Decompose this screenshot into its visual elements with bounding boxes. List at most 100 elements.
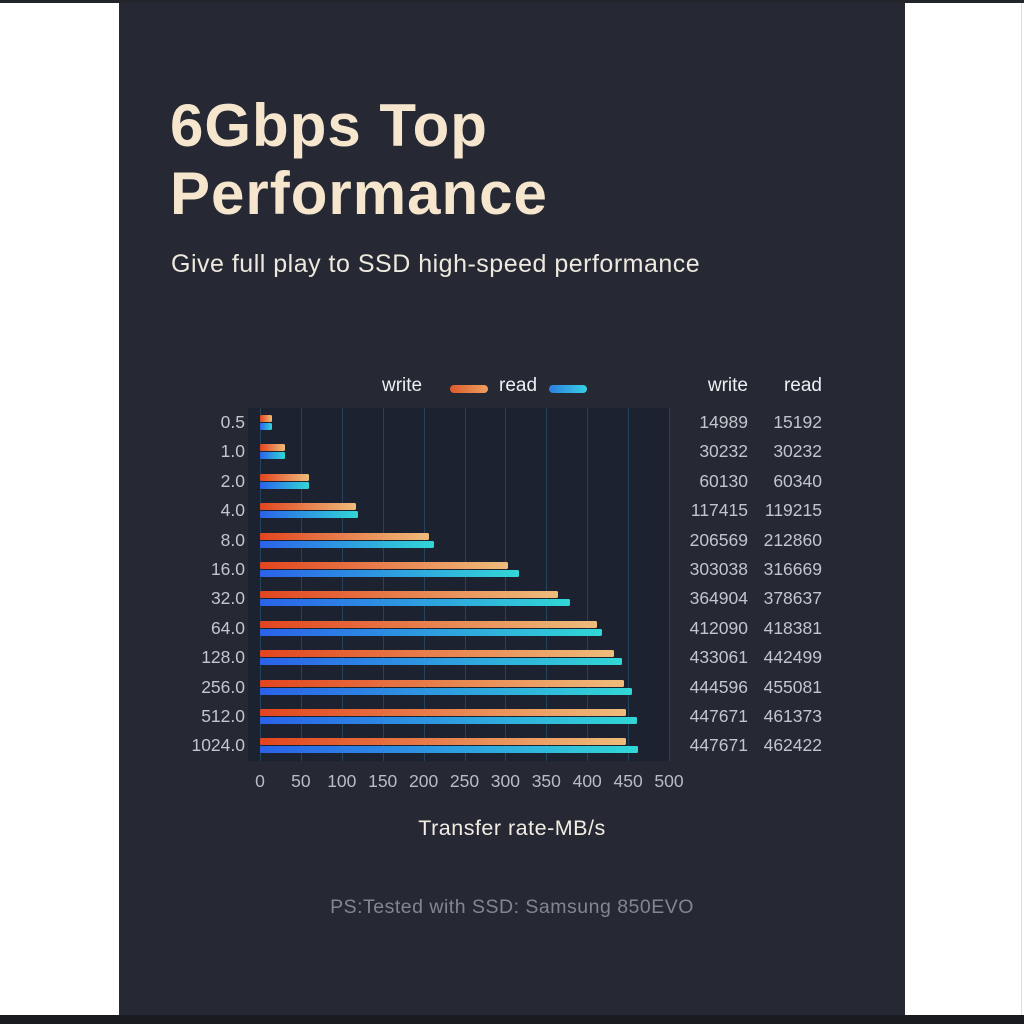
write-value: 117415 bbox=[690, 500, 748, 521]
legend-read-label: read bbox=[499, 375, 538, 396]
y-axis-label: 128.0 bbox=[201, 647, 245, 668]
read-value: 442499 bbox=[763, 647, 822, 668]
bar-row bbox=[260, 408, 669, 437]
page-subtitle: Give full play to SSD high-speed perform… bbox=[171, 250, 701, 278]
x-axis-tick: 50 bbox=[291, 771, 311, 791]
read-value: 119215 bbox=[764, 500, 822, 521]
bar-row bbox=[260, 467, 669, 496]
write-value: 364904 bbox=[689, 588, 748, 609]
page-title-line1: 6Gbps Top bbox=[170, 92, 488, 159]
y-axis-label: 32.0 bbox=[210, 588, 245, 609]
gridline bbox=[341, 408, 343, 761]
read-value: 316669 bbox=[763, 558, 822, 579]
write-bar bbox=[260, 415, 273, 422]
plot-area bbox=[248, 408, 670, 761]
y-axis-label: 0.5 bbox=[220, 412, 245, 432]
x-axis-title: Transfer rate-MB/s bbox=[418, 816, 606, 840]
y-axis-label: 2.0 bbox=[220, 470, 245, 491]
write-bar bbox=[260, 679, 624, 687]
legend-write-swatch bbox=[450, 385, 488, 393]
write-bar bbox=[260, 738, 627, 746]
write-bar bbox=[260, 650, 615, 658]
gridline bbox=[423, 408, 425, 761]
write-value: 303038 bbox=[689, 558, 748, 579]
read-bar bbox=[260, 687, 633, 695]
gridline bbox=[587, 408, 589, 761]
bars-area bbox=[260, 408, 670, 761]
y-axis-label: 512.0 bbox=[201, 705, 245, 726]
legend-write-label: write bbox=[382, 375, 423, 396]
bar-row bbox=[260, 731, 669, 760]
write-bar bbox=[260, 591, 559, 599]
write-value: 14989 bbox=[699, 412, 748, 432]
x-axis-tick: 350 bbox=[531, 771, 561, 791]
y-axis-label: 8.0 bbox=[220, 529, 245, 550]
gridline bbox=[300, 408, 302, 761]
x-axis-tick: 200 bbox=[408, 771, 439, 791]
gridline bbox=[260, 408, 261, 761]
write-value: 206569 bbox=[689, 529, 748, 550]
write-value: 433061 bbox=[689, 647, 748, 668]
page-title-line2: Performance bbox=[170, 159, 548, 227]
y-axis-label: 1024.0 bbox=[191, 735, 245, 756]
read-value: 15192 bbox=[773, 412, 822, 432]
gridline bbox=[628, 408, 630, 761]
bar-row bbox=[260, 437, 669, 466]
read-value: 462422 bbox=[763, 735, 822, 756]
bar-rows bbox=[260, 408, 669, 761]
read-value: 30232 bbox=[773, 441, 822, 462]
write-bar bbox=[260, 620, 598, 628]
write-value: 412090 bbox=[689, 617, 748, 638]
write-value: 447671 bbox=[689, 705, 748, 726]
read-bar bbox=[260, 658, 622, 666]
x-axis-tick: 500 bbox=[654, 771, 684, 791]
x-axis-tick: 100 bbox=[327, 771, 357, 791]
write-bar bbox=[260, 503, 357, 511]
write-bar bbox=[260, 532, 429, 540]
write-value: 447671 bbox=[689, 735, 748, 756]
bar-row bbox=[260, 496, 669, 525]
gridlines bbox=[260, 408, 670, 761]
x-axis-ticks: 0 50 100 150 200 250 300 350 400 450 500 bbox=[255, 771, 683, 795]
y-axis-label: 256.0 bbox=[201, 676, 245, 697]
x-axis-tick: 300 bbox=[490, 771, 520, 791]
read-value: 212860 bbox=[763, 529, 822, 550]
footnote: PS:Tested with SSD: Samsung 850EVO bbox=[330, 896, 694, 918]
gridline bbox=[505, 408, 507, 761]
x-axis-tick: 250 bbox=[449, 771, 480, 791]
y-axis-label: 64.0 bbox=[210, 617, 245, 638]
write-value: 60130 bbox=[699, 470, 748, 491]
right-edge-line bbox=[1021, 0, 1022, 1024]
x-axis-tick: 150 bbox=[368, 771, 398, 791]
value-table-headers: write read bbox=[680, 375, 822, 397]
write-bar bbox=[260, 473, 310, 481]
bar-row bbox=[260, 584, 669, 613]
bar-row bbox=[260, 555, 669, 584]
read-value: 60340 bbox=[773, 470, 822, 491]
y-axis-labels: 0.5 1.0 2.0 4.0 8.0 16.0 32.0 64.0 128.0 256.0 512… bbox=[119, 408, 247, 761]
read-column-header: read bbox=[783, 375, 822, 396]
bar-row bbox=[260, 643, 669, 672]
x-axis-tick: 450 bbox=[613, 771, 643, 791]
bar-row bbox=[260, 614, 669, 643]
read-bar bbox=[260, 628, 603, 636]
read-value: 455081 bbox=[763, 676, 822, 697]
read-bar bbox=[260, 599, 570, 607]
bottom-edge-strip bbox=[0, 1015, 1024, 1024]
write-column-header: write bbox=[707, 375, 748, 396]
read-bar bbox=[260, 746, 639, 754]
gridline bbox=[669, 408, 670, 761]
top-edge-strip bbox=[0, 0, 1024, 3]
x-axis-tick: 0 bbox=[255, 771, 265, 791]
write-bar bbox=[260, 444, 285, 452]
y-axis-label: 1.0 bbox=[220, 441, 245, 462]
write-bar bbox=[260, 561, 508, 569]
legend-read-swatch bbox=[549, 385, 587, 393]
value-table-body: 14989 15192 30232 30232 60130 60340 117415 1192… bbox=[680, 408, 822, 761]
read-bar bbox=[260, 423, 273, 430]
y-axis-label: 16.0 bbox=[210, 558, 245, 579]
page-title: 6Gbps Top Performance bbox=[170, 92, 548, 228]
gridline bbox=[546, 408, 548, 761]
read-bar bbox=[260, 481, 310, 489]
